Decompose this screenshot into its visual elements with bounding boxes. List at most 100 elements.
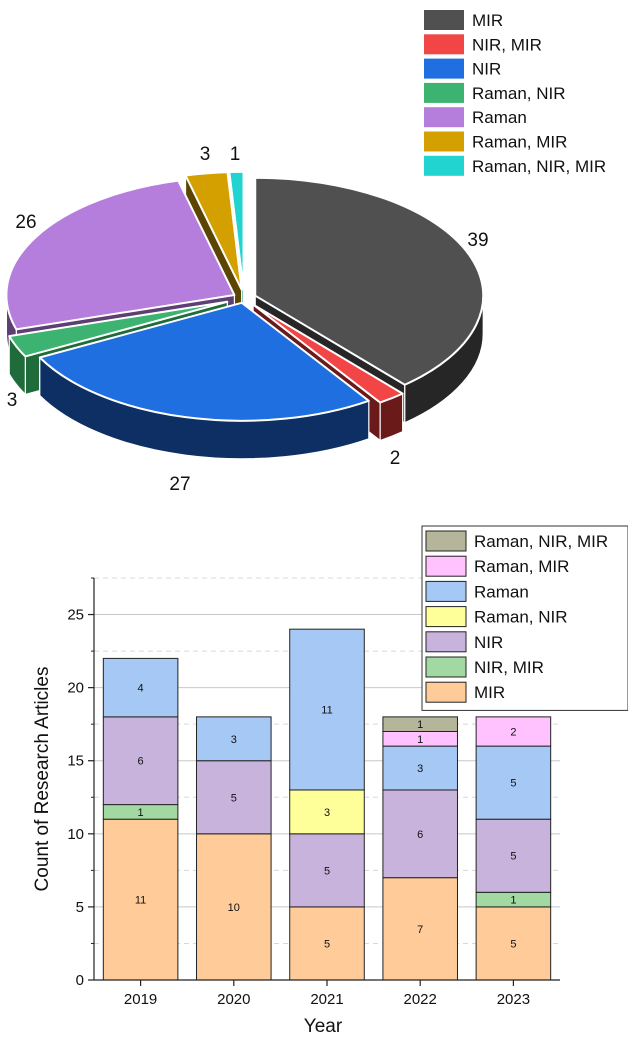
bar-value-label: 10 bbox=[228, 902, 240, 914]
bar-legend-swatch bbox=[425, 555, 467, 577]
bar-value-label: 3 bbox=[231, 734, 237, 746]
x-tick-label: 2019 bbox=[124, 991, 157, 1008]
bar-legend-swatch bbox=[425, 631, 467, 653]
pie-legend-label: NIR bbox=[472, 60, 501, 79]
bar-value-label: 11 bbox=[135, 895, 146, 907]
bar-segment bbox=[475, 716, 552, 747]
bar-segment bbox=[289, 789, 365, 835]
pie-slice-7 bbox=[228, 170, 245, 291]
pie-legend-swatch bbox=[424, 58, 464, 79]
pie-value-label: 26 bbox=[15, 212, 36, 233]
x-tick-label: 2023 bbox=[497, 991, 530, 1008]
bar-legend-swatch bbox=[425, 606, 467, 628]
bar-legend-label: MIR bbox=[474, 683, 505, 702]
pie-value-label: 2 bbox=[390, 448, 401, 469]
pie-legend-swatch bbox=[424, 155, 464, 176]
bar-legend-label: Raman, NIR, MIR bbox=[474, 532, 608, 551]
bar-segment bbox=[289, 833, 365, 908]
bar-value-label: 5 bbox=[510, 851, 516, 863]
y-tick-label: 25 bbox=[67, 607, 84, 624]
y-tick-label: 20 bbox=[67, 680, 84, 697]
pie-slice-4 bbox=[8, 300, 229, 358]
y-axis-title: Count of Research Articles bbox=[32, 667, 53, 892]
bar-legend-swatch bbox=[425, 580, 467, 602]
bar-value-label: 1 bbox=[417, 719, 423, 731]
pie-value-label: 27 bbox=[169, 474, 190, 495]
bar-segment bbox=[102, 657, 179, 718]
pie-legend-swatch bbox=[424, 82, 464, 103]
pie-slice-3 bbox=[38, 301, 370, 422]
bar-legend-label: Raman, NIR bbox=[474, 608, 568, 627]
pie-legend-label: Raman, NIR bbox=[472, 84, 566, 103]
pie-value-label: 3 bbox=[200, 144, 211, 165]
bar-segment bbox=[289, 628, 365, 791]
bar-segment bbox=[382, 877, 458, 981]
bar-value-label: 6 bbox=[138, 756, 144, 768]
pie-legend-label: MIR bbox=[472, 11, 503, 30]
pie-slice-6 bbox=[184, 171, 243, 291]
pie-value-label: 1 bbox=[230, 144, 241, 165]
pie-legend-label: Raman, NIR, MIR bbox=[472, 157, 606, 176]
x-axis-title: Year bbox=[304, 1016, 343, 1037]
bar-value-label: 5 bbox=[510, 778, 516, 790]
y-tick-label: 10 bbox=[67, 826, 84, 843]
pie-legend-swatch bbox=[424, 131, 464, 152]
bar-legend: Raman, NIR, MIR Raman, MIR Raman Raman, NIR… bbox=[421, 525, 628, 711]
y-tick-label: 0 bbox=[76, 972, 84, 989]
bar-value-label: 3 bbox=[324, 807, 330, 819]
pie-value-label: 39 bbox=[467, 230, 488, 251]
bar-legend-label: NIR, MIR bbox=[474, 658, 544, 677]
bar-segment bbox=[102, 818, 179, 981]
y-tick-label: 5 bbox=[76, 899, 84, 916]
x-tick-label: 2022 bbox=[404, 991, 437, 1008]
pie-legend: MIR NIR, MIR NIR Raman, NIR Raman Raman, MIR R… bbox=[424, 10, 606, 176]
pie-slice-5 bbox=[5, 179, 236, 331]
bar-value-label: 5 bbox=[324, 938, 330, 950]
bar-segment bbox=[196, 716, 272, 762]
bar-segment bbox=[289, 906, 365, 981]
bar-segment bbox=[382, 745, 458, 791]
bar-segment bbox=[196, 833, 272, 981]
bar-legend-swatch bbox=[425, 656, 467, 678]
pie-legend-label: Raman bbox=[472, 108, 527, 127]
bar-value-label: 3 bbox=[417, 763, 423, 775]
bar-value-label: 1 bbox=[510, 895, 516, 907]
pie-legend-swatch bbox=[424, 107, 464, 128]
pie-slice-2 bbox=[252, 303, 404, 404]
bar-value-label: 1 bbox=[138, 807, 144, 819]
bar-legend-label: NIR bbox=[474, 633, 503, 652]
bar-value-label: 5 bbox=[510, 938, 516, 950]
bar-legend-label: Raman, MIR bbox=[474, 557, 569, 576]
pie-slice-1 bbox=[254, 176, 485, 386]
bar-segment bbox=[475, 906, 552, 981]
pie-legend-swatch bbox=[424, 34, 464, 55]
bar-value-label: 11 bbox=[321, 705, 332, 717]
bar-legend-swatch bbox=[425, 681, 467, 703]
pie-legend-swatch bbox=[424, 10, 464, 30]
bar-value-label: 4 bbox=[138, 683, 144, 695]
bar-segment bbox=[475, 818, 552, 893]
bar-value-label: 5 bbox=[231, 792, 237, 804]
pie-legend-label: Raman, MIR bbox=[472, 133, 567, 152]
y-tick-label: 15 bbox=[67, 753, 84, 770]
bar-value-label: 7 bbox=[417, 924, 423, 936]
pie-slice-tops bbox=[5, 170, 485, 422]
bar-value-label: 5 bbox=[324, 865, 330, 877]
pie-value-label: 3 bbox=[7, 390, 18, 411]
x-tick-label: 2020 bbox=[217, 991, 250, 1008]
pie-legend-label: NIR, MIR bbox=[472, 35, 542, 54]
bar-legend-swatch bbox=[425, 530, 467, 552]
bar-segment bbox=[382, 716, 458, 732]
bar-value-label: 1 bbox=[417, 734, 423, 746]
bar-legend-label: Raman bbox=[474, 582, 529, 601]
bar-segment bbox=[475, 745, 552, 820]
bar-segment bbox=[382, 789, 458, 879]
bar-segment bbox=[102, 716, 179, 806]
bar-value-label: 2 bbox=[510, 726, 516, 738]
bar-value-label: 6 bbox=[417, 829, 423, 841]
